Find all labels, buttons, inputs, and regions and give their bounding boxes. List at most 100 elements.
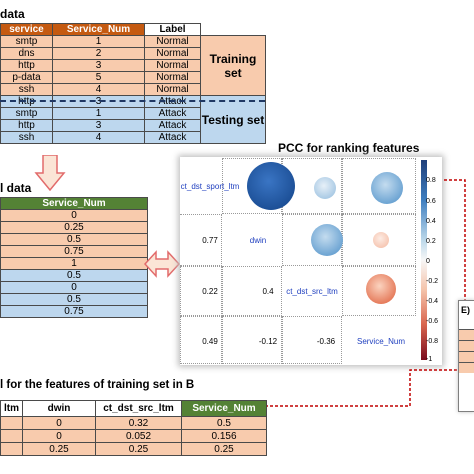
- table-cell: dns: [0, 47, 53, 60]
- pcc-value: -0.12: [258, 337, 278, 346]
- panel-e-row: [459, 340, 474, 351]
- table-cell: 1: [52, 107, 145, 120]
- table-cell: 5: [52, 71, 145, 84]
- col-header-service: service: [0, 23, 53, 36]
- table-cell: Attack: [144, 131, 201, 144]
- pcc-circles: [247, 160, 427, 360]
- table-cell: ssh: [0, 83, 53, 96]
- colorbar-tick: -0.4: [426, 298, 439, 305]
- col-header-service-num: Service_Num: [52, 23, 145, 36]
- table-cell: 4: [52, 131, 145, 144]
- pcc-cell: [342, 266, 416, 316]
- table-cell: Normal: [144, 59, 201, 72]
- panel-b-table: Service_Num 0 0.25 0.5 0.75 1 0.5 0 0.5 …: [0, 197, 148, 318]
- pcc-cell: [180, 266, 222, 316]
- col-header-ltm: ltm: [0, 400, 23, 417]
- colorbar-tick: 0: [426, 258, 430, 265]
- col-header-ct-dst-src-ltm: ct_dst_src_ltm: [95, 400, 182, 417]
- pcc-circle: [311, 224, 343, 256]
- table-cell: 0.75: [0, 245, 148, 258]
- panel-e: E): [458, 300, 474, 412]
- pcc-feature-label: Service_Num: [356, 337, 405, 346]
- colorbar-tick: 0.2: [426, 238, 436, 245]
- table-cell: 2: [52, 47, 145, 60]
- table-cell: Normal: [144, 71, 201, 84]
- pcc-circle: [373, 232, 389, 248]
- table-cell: [0, 416, 23, 430]
- col-header-service-num: Service_Num: [181, 400, 267, 417]
- table-cell: 0: [22, 429, 96, 443]
- bottom-table: ltm dwin ct_dst_src_ltm Service_Num 0 0.…: [0, 400, 267, 456]
- table-cell: 3: [52, 59, 145, 72]
- training-set-label: Training set: [200, 35, 266, 96]
- table-cell: 0.5: [181, 416, 267, 430]
- pcc-circle: [371, 172, 403, 204]
- table-cell: 0.5: [0, 269, 148, 282]
- pcc-cell: [222, 316, 282, 364]
- pcc-colorbar: [421, 160, 427, 360]
- table-cell: 0.75: [0, 305, 148, 318]
- split-divider: [0, 100, 265, 102]
- pcc-cell: [222, 266, 282, 316]
- table-cell: 0: [22, 416, 96, 430]
- pcc-circle: [247, 162, 295, 210]
- table-cell: Normal: [144, 83, 201, 96]
- table-cell: smtp: [0, 35, 53, 48]
- panel-e-row: [459, 362, 474, 373]
- table-cell: 0.25: [22, 442, 96, 456]
- pcc-feature-label: dwin: [249, 236, 267, 245]
- pcc-value: 0.49: [202, 337, 218, 346]
- table-cell: Attack: [144, 119, 201, 132]
- pcc-cell: [180, 214, 222, 266]
- testing-set-label: Testing set: [200, 95, 266, 144]
- table-cell: 0: [0, 209, 148, 222]
- table-cell: 0.32: [95, 416, 182, 430]
- panel-b-title: l data: [0, 181, 32, 195]
- table-cell: 0.25: [0, 221, 148, 234]
- table-cell: [0, 442, 23, 456]
- panel-e-row: [459, 351, 474, 362]
- table-cell: http: [0, 119, 53, 132]
- table-cell: 3: [52, 119, 145, 132]
- col-header-service-num: Service_Num: [0, 197, 148, 210]
- table-cell: 0.156: [181, 429, 267, 443]
- table-cell: http: [0, 59, 53, 72]
- pcc-value: 0.22: [202, 287, 218, 296]
- colorbar-tick: -0.6: [426, 318, 439, 325]
- col-header-label: Label: [144, 23, 201, 36]
- pcc-cell: [180, 316, 222, 364]
- col-header-dwin: dwin: [22, 400, 96, 417]
- double-arrow-icon: [144, 250, 180, 278]
- table-cell: Attack: [144, 107, 201, 120]
- table-cell: 0: [0, 281, 148, 294]
- pcc-title: PCC for ranking features: [278, 141, 420, 155]
- panel-a-title: data: [0, 7, 25, 21]
- table-cell: smtp: [0, 107, 53, 120]
- pcc-value: -0.36: [316, 337, 336, 346]
- pcc-feature-label: ct_dst_sport_ltm: [180, 182, 240, 191]
- colorbar-tick: 0.8: [426, 177, 436, 184]
- table-cell: 0.052: [95, 429, 182, 443]
- table-cell: 0.25: [95, 442, 182, 456]
- panel-e-row: [459, 329, 474, 340]
- colorbar-tick: -0.2: [426, 278, 439, 285]
- panel-e-label: E): [461, 305, 470, 315]
- table-cell: 1: [0, 257, 148, 270]
- pcc-cell: [342, 158, 416, 214]
- bottom-table-title: l for the features of training set in B: [0, 379, 195, 391]
- colorbar-tick: 0.6: [426, 198, 436, 205]
- colorbar-tick: 0.4: [426, 218, 436, 225]
- colorbar-tick: -0.8: [426, 338, 439, 345]
- table-cell: ssh: [0, 131, 53, 144]
- table-cell: [0, 429, 23, 443]
- table-cell: 0.5: [0, 233, 148, 246]
- table-cell: 4: [52, 83, 145, 96]
- table-cell: 0.5: [0, 293, 148, 306]
- pcc-value: 0.77: [202, 236, 218, 245]
- table-cell: Normal: [144, 35, 201, 48]
- panel-a-table: service Service_Num Label smtp 1 Normal …: [0, 23, 266, 144]
- down-arrow-icon: [34, 155, 66, 191]
- pcc-circle: [314, 177, 336, 199]
- table-cell: 1: [52, 35, 145, 48]
- table-cell: 0.25: [181, 442, 267, 456]
